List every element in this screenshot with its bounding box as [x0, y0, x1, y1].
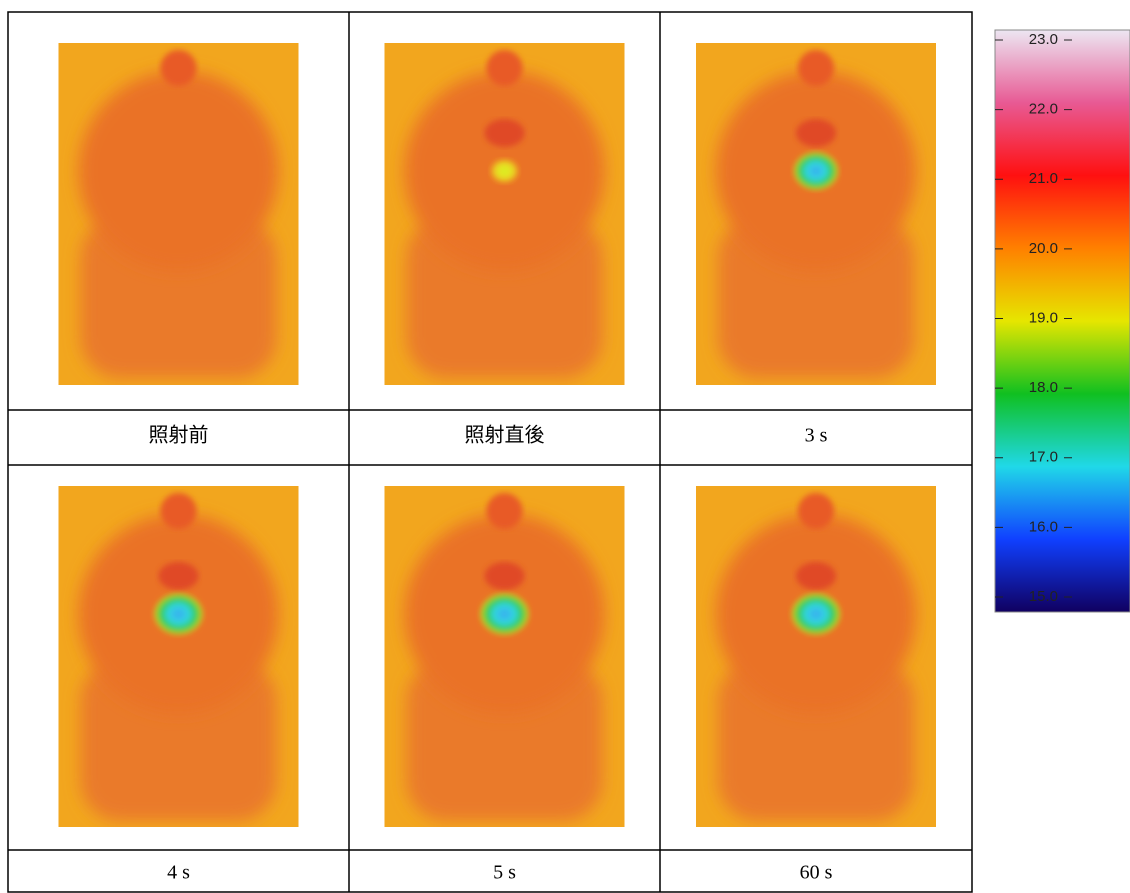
- thermal-cap: [160, 50, 197, 86]
- colorbar: [994, 29, 1130, 613]
- thermal-layer: [384, 43, 625, 385]
- panel-caption: 60 s: [800, 862, 833, 884]
- thermal-ring: [78, 71, 279, 271]
- thermal-layer: [696, 43, 936, 385]
- thermal-layer: [58, 43, 299, 385]
- thermal-image: [384, 486, 625, 827]
- colorbar-tick-label: 15.0: [1029, 588, 1058, 605]
- panel-caption: 5 s: [493, 862, 516, 884]
- cold-spot: [490, 159, 519, 183]
- colorbar-tick-label: 17.0: [1029, 449, 1058, 466]
- thermal-cap: [798, 493, 834, 529]
- thermal-inner: [796, 119, 836, 147]
- cold-spot: [480, 593, 529, 635]
- thermal-inner: [158, 562, 199, 590]
- thermal-inner: [484, 119, 525, 147]
- thermal-layer: [384, 486, 625, 827]
- table-grid: [7, 11, 973, 893]
- thermal-inner: [796, 562, 836, 590]
- panel-caption: 3 s: [805, 425, 828, 447]
- panel-caption: 4 s: [167, 862, 190, 884]
- thermal-image: [696, 43, 936, 385]
- thermal-cap: [486, 50, 523, 86]
- panel-caption: 照射前: [149, 424, 209, 447]
- thermal-image: [696, 486, 936, 827]
- colorbar-tick-label: 23.0: [1029, 31, 1058, 48]
- colorbar-tick-label: 20.0: [1029, 240, 1058, 257]
- panel-caption: 照射直後: [465, 424, 545, 447]
- colorbar-tick-label: 19.0: [1029, 309, 1058, 326]
- thermal-image: [58, 486, 299, 827]
- colorbar-tick-label: 18.0: [1029, 379, 1058, 396]
- thermal-cap: [798, 50, 834, 86]
- colorbar-tick-label: 16.0: [1029, 518, 1058, 535]
- cold-spot: [794, 152, 838, 190]
- thermal-layer: [58, 486, 299, 827]
- colorbar-tick-label: 22.0: [1029, 101, 1058, 118]
- thermal-image: [384, 43, 625, 385]
- thermal-cap: [160, 493, 197, 529]
- thermal-inner: [484, 562, 525, 590]
- thermal-layer: [696, 486, 936, 827]
- colorbar-tick-label: 21.0: [1029, 170, 1058, 187]
- cold-spot: [792, 593, 840, 635]
- thermal-image: [58, 43, 299, 385]
- cold-spot: [154, 593, 203, 635]
- thermal-cap: [486, 493, 523, 529]
